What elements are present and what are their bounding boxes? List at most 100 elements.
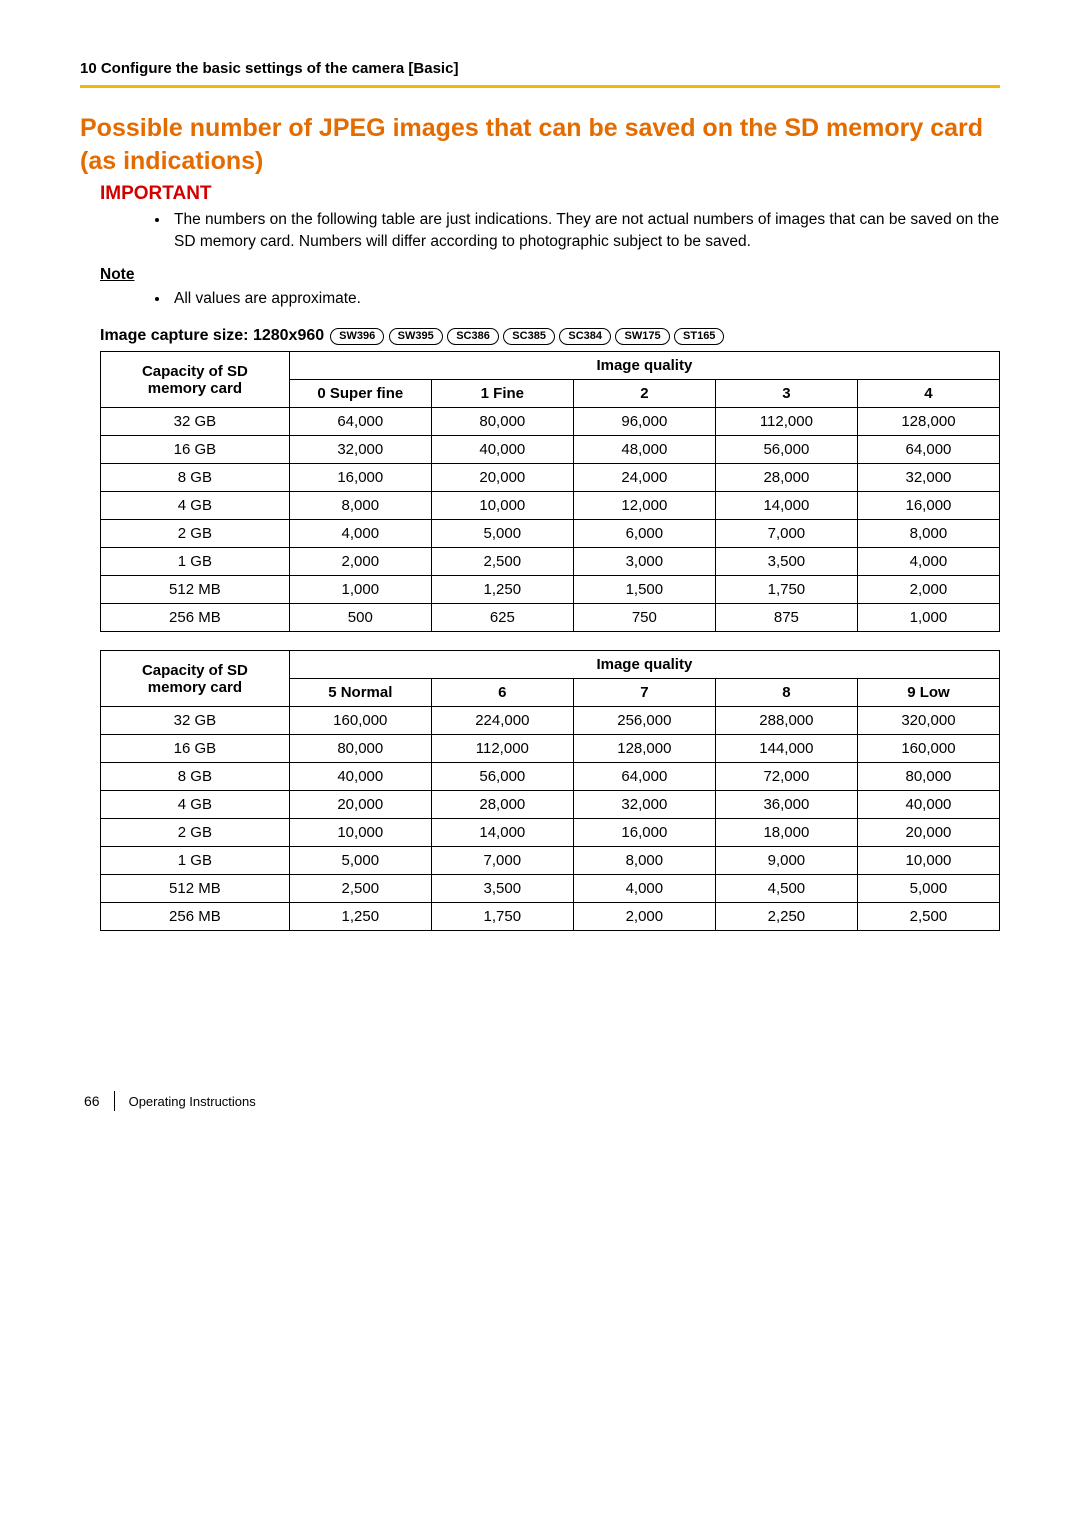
value-cell: 2,500 [289, 875, 431, 903]
capacity-cell: 512 MB [101, 875, 290, 903]
value-cell: 40,000 [857, 791, 999, 819]
value-cell: 40,000 [431, 436, 573, 464]
value-cell: 2,250 [715, 903, 857, 931]
value-cell: 500 [289, 604, 431, 632]
value-cell: 5,000 [289, 847, 431, 875]
table-row: 32 GB160,000224,000256,000288,000320,000 [101, 707, 1000, 735]
quality-col-header: 6 [431, 679, 573, 707]
value-cell: 1,000 [857, 604, 999, 632]
value-cell: 72,000 [715, 763, 857, 791]
value-cell: 10,000 [857, 847, 999, 875]
quality-col-header: 5 Normal [289, 679, 431, 707]
capacity-cell: 8 GB [101, 464, 290, 492]
value-cell: 16,000 [289, 464, 431, 492]
table-row: 256 MB1,2501,7502,0002,2502,500 [101, 903, 1000, 931]
value-cell: 16,000 [857, 492, 999, 520]
value-cell: 12,000 [573, 492, 715, 520]
value-cell: 64,000 [857, 436, 999, 464]
model-badge: SC385 [503, 328, 555, 345]
model-badge: SW395 [389, 328, 443, 345]
capacity-cell: 256 MB [101, 604, 290, 632]
running-header: 10 Configure the basic settings of the c… [80, 60, 1000, 77]
value-cell: 14,000 [431, 819, 573, 847]
value-cell: 28,000 [715, 464, 857, 492]
table-row: 256 MB5006257508751,000 [101, 604, 1000, 632]
capacity-cell: 1 GB [101, 548, 290, 576]
value-cell: 1,000 [289, 576, 431, 604]
value-cell: 3,000 [573, 548, 715, 576]
footer-divider [114, 1091, 115, 1111]
table-row: 8 GB16,00020,00024,00028,00032,000 [101, 464, 1000, 492]
quality-col-header: 8 [715, 679, 857, 707]
value-cell: 3,500 [715, 548, 857, 576]
table-row: 16 GB32,00040,00048,00056,00064,000 [101, 436, 1000, 464]
table-row: 2 GB4,0005,0006,0007,0008,000 [101, 520, 1000, 548]
value-cell: 24,000 [573, 464, 715, 492]
value-cell: 28,000 [431, 791, 573, 819]
value-cell: 64,000 [573, 763, 715, 791]
page-footer: 66 Operating Instructions [80, 1091, 1000, 1111]
model-badge: ST165 [674, 328, 724, 345]
value-cell: 80,000 [431, 408, 573, 436]
page-number: 66 [84, 1093, 100, 1109]
value-cell: 56,000 [431, 763, 573, 791]
capacity-cell: 256 MB [101, 903, 290, 931]
value-cell: 2,500 [431, 548, 573, 576]
value-cell: 80,000 [857, 763, 999, 791]
model-badge: SC384 [559, 328, 611, 345]
value-cell: 128,000 [573, 735, 715, 763]
value-cell: 9,000 [715, 847, 857, 875]
note-item: All values are approximate. [170, 288, 1000, 310]
value-cell: 16,000 [573, 819, 715, 847]
capacity-table-2: Capacity of SD memory cardImage quality5… [100, 650, 1000, 931]
col-capacity-header: Capacity of SD memory card [101, 651, 290, 707]
value-cell: 2,000 [289, 548, 431, 576]
capacity-cell: 1 GB [101, 847, 290, 875]
value-cell: 4,000 [289, 520, 431, 548]
value-cell: 80,000 [289, 735, 431, 763]
note-list: All values are approximate. [130, 288, 1000, 310]
value-cell: 1,750 [715, 576, 857, 604]
value-cell: 8,000 [289, 492, 431, 520]
table-row: 16 GB80,000112,000128,000144,000160,000 [101, 735, 1000, 763]
value-cell: 6,000 [573, 520, 715, 548]
table-row: 512 MB1,0001,2501,5001,7502,000 [101, 576, 1000, 604]
value-cell: 4,500 [715, 875, 857, 903]
capture-size-line: Image capture size: 1280x960 SW396 SW395… [100, 326, 1000, 345]
value-cell: 160,000 [857, 735, 999, 763]
value-cell: 1,250 [289, 903, 431, 931]
value-cell: 160,000 [289, 707, 431, 735]
value-cell: 20,000 [289, 791, 431, 819]
model-badge: SC386 [447, 328, 499, 345]
important-label: IMPORTANT [100, 183, 1000, 205]
table-row: 1 GB5,0007,0008,0009,00010,000 [101, 847, 1000, 875]
table-row: 1 GB2,0002,5003,0003,5004,000 [101, 548, 1000, 576]
important-item: The numbers on the following table are j… [170, 209, 1000, 252]
value-cell: 7,000 [715, 520, 857, 548]
capacity-cell: 4 GB [101, 492, 290, 520]
value-cell: 2,000 [573, 903, 715, 931]
value-cell: 112,000 [715, 408, 857, 436]
capacity-table-1: Capacity of SD memory cardImage quality0… [100, 351, 1000, 632]
value-cell: 2,000 [857, 576, 999, 604]
value-cell: 20,000 [431, 464, 573, 492]
value-cell: 2,500 [857, 903, 999, 931]
table-row: 2 GB10,00014,00016,00018,00020,000 [101, 819, 1000, 847]
value-cell: 36,000 [715, 791, 857, 819]
value-cell: 10,000 [431, 492, 573, 520]
header-rule [80, 85, 1000, 88]
value-cell: 3,500 [431, 875, 573, 903]
value-cell: 20,000 [857, 819, 999, 847]
value-cell: 128,000 [857, 408, 999, 436]
table-row: 4 GB20,00028,00032,00036,00040,000 [101, 791, 1000, 819]
value-cell: 18,000 [715, 819, 857, 847]
table-row: 32 GB64,00080,00096,000112,000128,000 [101, 408, 1000, 436]
quality-col-header: 4 [857, 380, 999, 408]
value-cell: 40,000 [289, 763, 431, 791]
value-cell: 48,000 [573, 436, 715, 464]
capacity-cell: 16 GB [101, 436, 290, 464]
value-cell: 56,000 [715, 436, 857, 464]
value-cell: 14,000 [715, 492, 857, 520]
value-cell: 96,000 [573, 408, 715, 436]
value-cell: 32,000 [289, 436, 431, 464]
